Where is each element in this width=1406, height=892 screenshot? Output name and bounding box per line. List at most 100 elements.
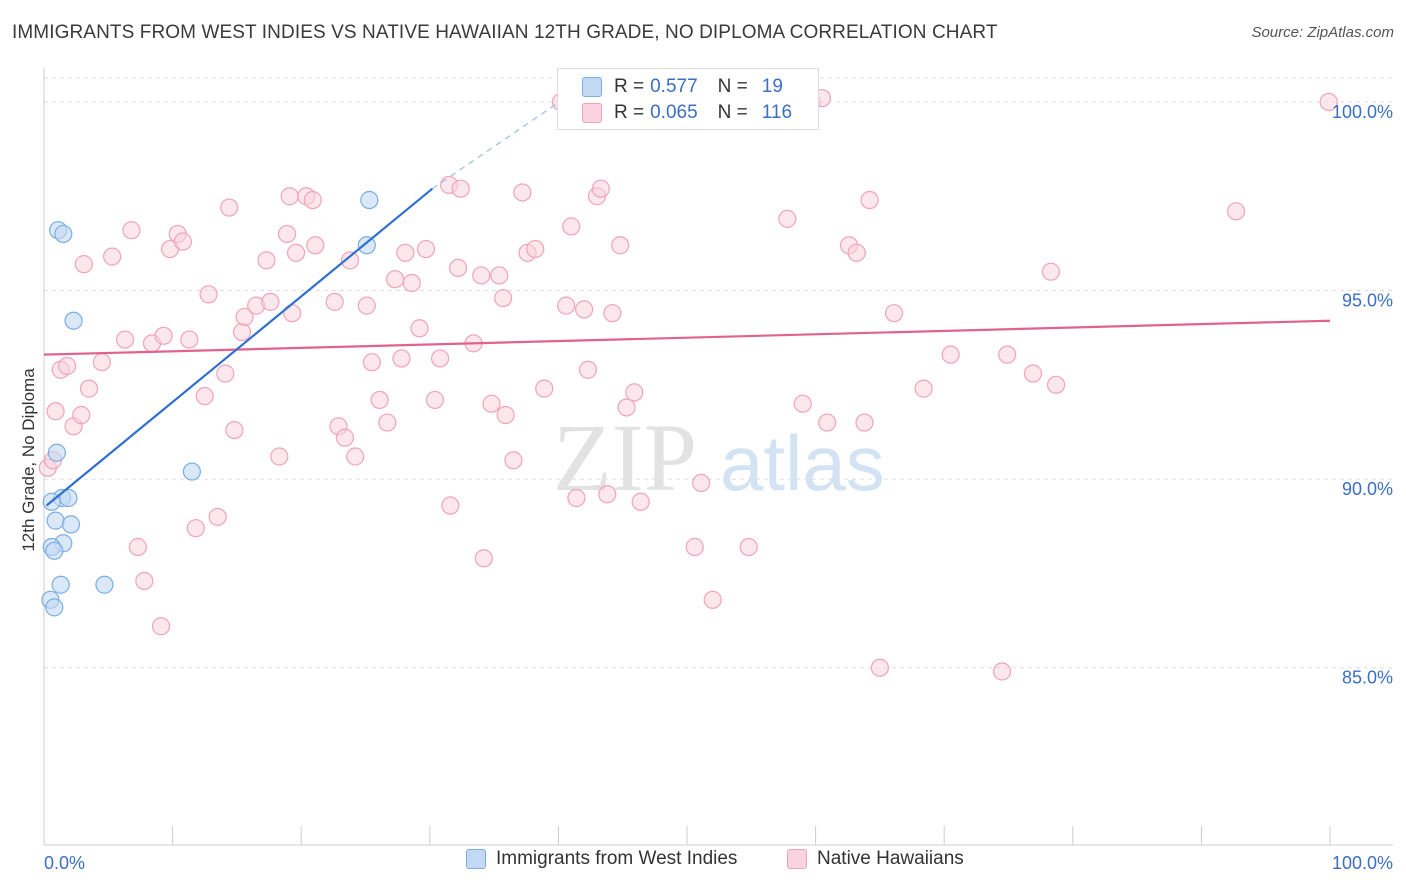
native-hawaiians-point [135,571,154,591]
native-hawaiians-point [598,485,617,504]
native-hawaiians-point [74,255,93,274]
native-hawaiians-point [396,243,415,262]
west-indies-point [357,236,376,255]
native-hawaiians-point [870,658,890,677]
native-hawaiians-point [562,217,581,236]
native-hawaiians-point [340,251,360,270]
west-indies-point [46,511,65,530]
native-hawaiians-point [504,451,523,470]
native-hawaiians-point [208,507,227,526]
stats-swatch-blue [582,77,602,97]
y-tick-label: 100.0% [1332,102,1393,122]
native-hawaiians-point [410,319,429,338]
native-hawaiians-point [941,345,960,364]
stats-row-native-hawaiians: R = 0.065 N = 116 [582,100,792,126]
native-hawaiians-point [180,330,199,349]
west-indies-point [182,462,201,481]
trend-lines [43,97,1331,507]
native-hawaiians-point [860,190,879,210]
y-tick-label: 95.0% [1342,291,1393,311]
native-hawaiians-point [335,428,355,447]
native-hawaiians-point [402,273,421,293]
native-hawaiians-point [232,322,252,342]
y-axis-title: 12th Grade, No Diploma [19,368,38,552]
native-hawaiians-point [261,292,280,311]
x-tick-label-min: 0.0% [44,853,85,873]
native-hawaiians-point [283,304,302,323]
native-hawaiians-point [128,537,147,557]
native-hawaiians-point [416,239,436,259]
native-hawaiians-point [557,296,576,315]
native-hawaiians-point [79,379,99,398]
native-hawaiians-point [526,239,545,259]
n-label: N = [717,102,748,123]
native-hawaiians-point [425,390,445,410]
y-tick-label: 90.0% [1342,479,1393,499]
west-indies-point [51,575,70,594]
native-hawaiians-point [793,394,812,413]
native-hawaiians-point [575,300,594,319]
west-indies-point [95,575,114,594]
native-hawaiians-point [914,379,933,398]
native-hawaiians-point [496,405,515,425]
west-indies-point [54,224,73,244]
native-hawaiians-point [1023,364,1043,383]
native-hawaiians-point [430,349,450,368]
y-tick-labels: 100.0% 95.0% 90.0% 85.0% [1332,102,1393,688]
native-hawaiians-point [357,296,376,315]
native-hawaiians-point [235,307,254,327]
native-hawaiians-point [778,209,797,228]
native-hawaiians-point [186,519,205,538]
native-hawaiians-point [58,356,77,376]
native-hawaiians-point [739,537,758,557]
native-hawaiians-point [578,360,598,379]
native-hawaiians-point [46,402,65,421]
native-hawaiians-point [818,413,837,432]
native-hawaiians-point [855,413,874,432]
legend-item-native-hawaiians[interactable]: Native Hawaiians [787,848,964,870]
chart-title: IMMIGRANTS FROM WEST INDIES VS NATIVE HA… [12,22,998,43]
stats-swatch-pink [582,103,602,123]
x-ticks [43,826,1331,845]
watermark: ZIP atlas [553,404,885,511]
west-indies-point [360,190,379,210]
native-hawaiians-point [1046,375,1066,394]
native-hawaiians-point [199,285,218,304]
native-hawaiians-point [392,349,411,368]
west-indies-trend-line [45,187,434,507]
native-hawaiians-point [220,198,239,217]
watermark-atlas: atlas [720,419,885,507]
native-hawaiians-point [122,221,141,240]
native-hawaiians-point [325,292,344,311]
legend-item-west-indies[interactable]: Immigrants from West Indies [466,848,737,870]
legend-swatch-blue [466,849,486,869]
r-label: R = [614,76,645,97]
native-hawaiians-point [1319,92,1338,112]
legend-label-west-indies: Immigrants from West Indies [496,848,738,869]
west-indies-point [47,443,66,462]
native-hawaiians-point [378,413,397,432]
native-hawaiians-trend-line [43,319,1331,356]
native-hawaiians-point [482,394,501,413]
native-hawaiians-point [998,345,1017,364]
native-hawaiians-point [611,236,630,255]
native-hawaiians-point [92,353,111,372]
r-value: 0.065 [650,102,698,123]
native-hawaiians-points [38,89,1338,681]
native-hawaiians-point [474,549,493,568]
west-indies-trend-extension [432,97,566,190]
native-hawaiians-point [151,617,171,636]
native-hawaiians-point [490,266,509,285]
native-hawaiians-point [370,390,389,410]
west-indies-point [61,515,81,534]
native-hawaiians-point [494,288,513,308]
native-hawaiians-point [513,183,532,202]
west-indies-point [45,598,64,617]
native-hawaiians-point [303,190,322,210]
native-hawaiians-point [631,492,650,511]
native-hawaiians-point [847,243,866,262]
grid-lines [44,77,1393,669]
native-hawaiians-point [270,447,289,466]
n-value: 19 [761,76,783,97]
